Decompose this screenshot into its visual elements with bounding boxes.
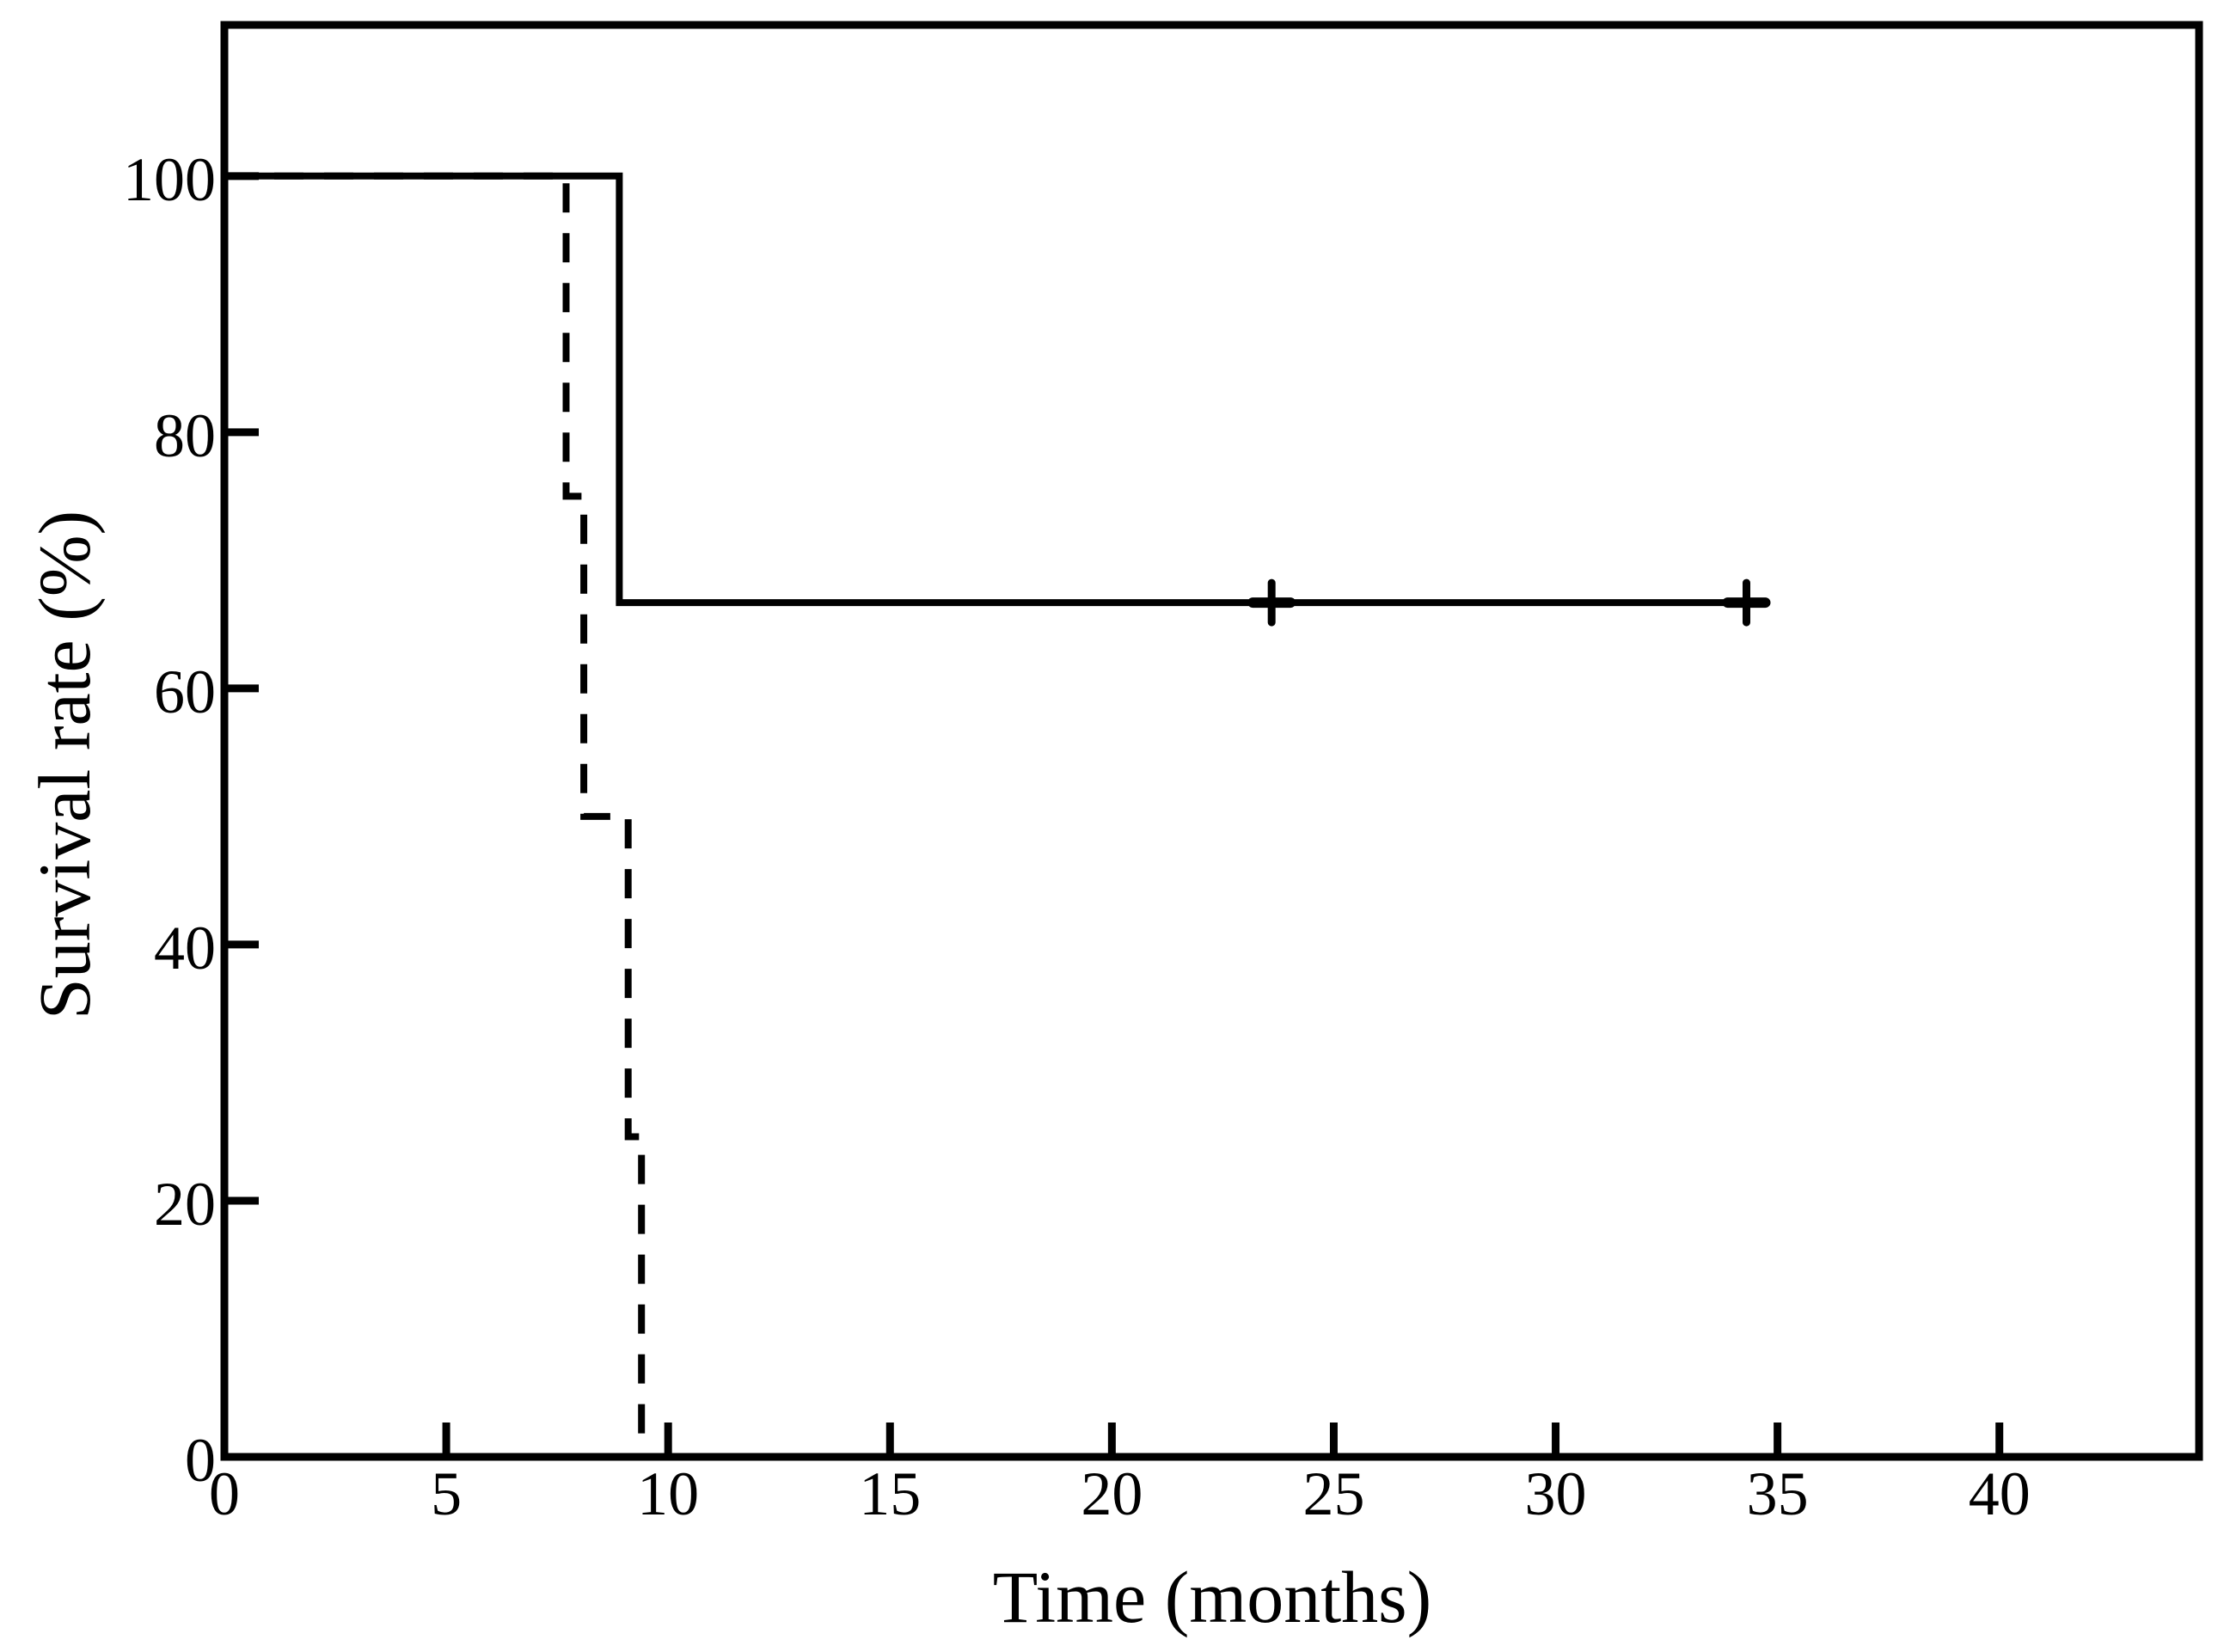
y-tick-label: 100: [123, 145, 216, 214]
x-tick-label: 40: [1969, 1459, 2031, 1528]
x-tick-label: 5: [431, 1459, 462, 1528]
axis-tick-layer: [224, 172, 2004, 1457]
x-tick-label: 25: [1302, 1459, 1364, 1528]
series-layer: [224, 172, 1771, 1457]
x-axis-title: Time (months): [993, 1556, 1432, 1638]
y-tick-label: 0: [185, 1426, 216, 1495]
y-axis-title: Survival rate (%): [23, 511, 106, 1019]
series-line-dashed-group: [224, 172, 646, 1457]
plot-frame: [220, 21, 2203, 1461]
y-tick-label: 20: [154, 1170, 216, 1239]
x-tick-label: 10: [637, 1459, 699, 1528]
x-tick-label: 0: [209, 1459, 240, 1528]
x-tick-label: 15: [859, 1459, 921, 1528]
x-tick-label: 30: [1525, 1459, 1587, 1528]
y-tick-label: 60: [154, 658, 216, 726]
y-tick-label: 80: [154, 401, 216, 470]
plot-frame-layer: [220, 21, 2203, 1461]
tick-label-layer: 0 5 10 15 20 25 30 35 40 0 20 40 60 80 100: [123, 145, 2031, 1528]
x-tick-label: 35: [1747, 1459, 1809, 1528]
x-tick-label: 20: [1081, 1459, 1143, 1528]
y-tick-label: 40: [154, 914, 216, 982]
series-line-solid-group: [224, 172, 1765, 607]
